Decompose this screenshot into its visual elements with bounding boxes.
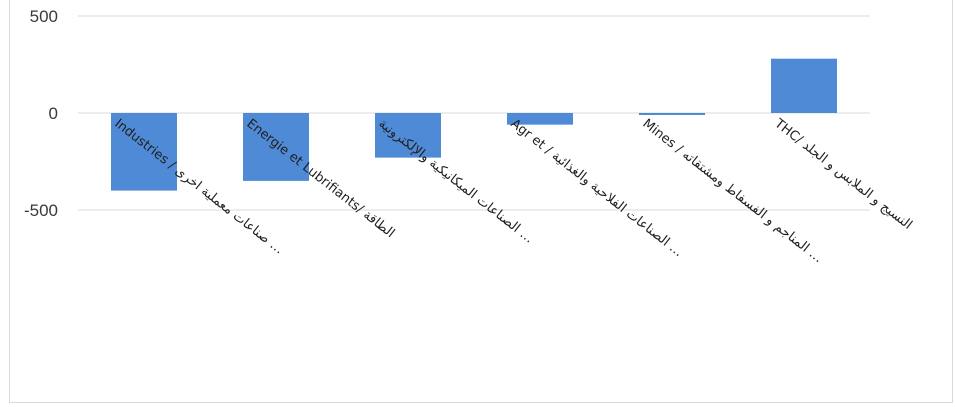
bar [771, 58, 837, 113]
y-tick-label: 0 [49, 104, 58, 123]
category-label: الصناعات الميكانيكية والإلكترونية … [376, 116, 537, 246]
y-tick-label: 500 [30, 7, 58, 26]
chart-frame [9, 0, 953, 403]
bar [507, 113, 573, 125]
bar [639, 113, 705, 115]
category-label: THC/ النسيج و الملابس و الجلد [771, 116, 915, 233]
bar [111, 113, 177, 191]
bar [243, 113, 309, 181]
y-tick-label: -500 [24, 201, 58, 220]
bar [375, 113, 441, 158]
